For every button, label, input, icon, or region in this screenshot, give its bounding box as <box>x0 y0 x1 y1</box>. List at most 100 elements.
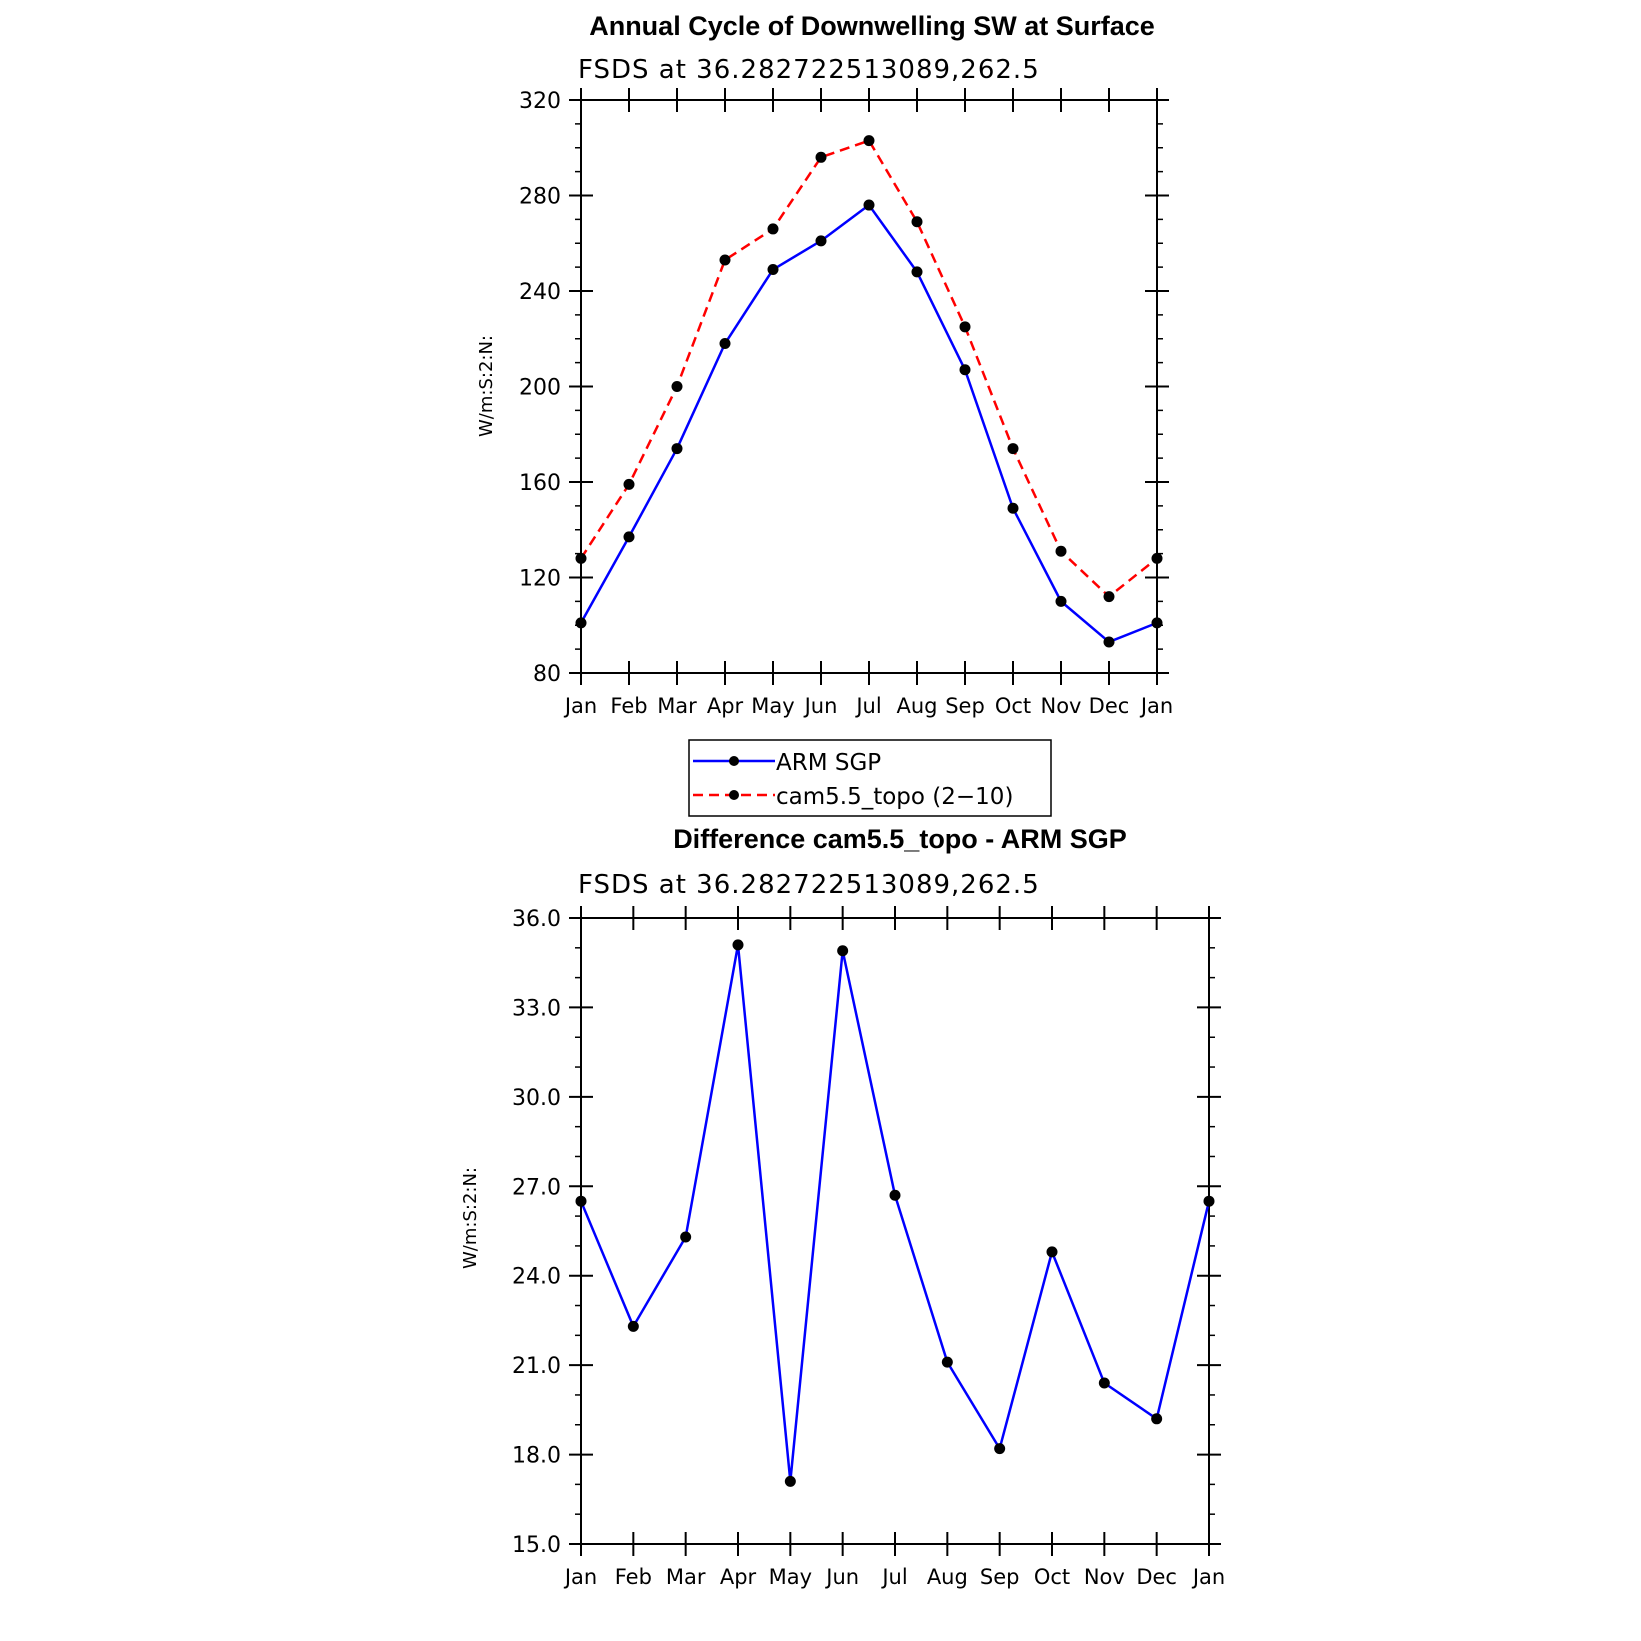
p0-xtick-label: Feb <box>610 694 647 718</box>
p0-point-0 <box>911 266 923 278</box>
p1-point-0 <box>994 1443 1006 1455</box>
p1-xtick-label: Apr <box>720 1565 757 1589</box>
top-panel: Annual Cycle of Downwelling SW at Surfac… <box>476 11 1173 718</box>
p0-ytick-label: 120 <box>519 567 561 592</box>
p0-point-1 <box>719 254 731 266</box>
p0-xtick-label: May <box>751 694 794 718</box>
p1-point-0 <box>1098 1377 1110 1389</box>
p0-xtick-label: Jan <box>1139 694 1173 718</box>
p0-point-0 <box>767 264 779 276</box>
p0-point-0 <box>959 364 971 376</box>
p0-xtick-label: Jun <box>803 694 838 718</box>
p0-point-1 <box>1055 545 1067 557</box>
p1-ytick-label: 27.0 <box>512 1175 561 1200</box>
p0-point-1 <box>1151 552 1163 564</box>
p0-point-1 <box>959 321 971 333</box>
legend-marker-cam <box>729 790 739 800</box>
p0-point-1 <box>863 135 875 147</box>
bottom-axes: 15.0 18.0 21.0 24.0 27.0 30.0 33.0 36.0 Jan Feb Ma… <box>512 906 1225 1589</box>
p1-point-0 <box>1046 1246 1058 1258</box>
legend: ARM SGP cam5.5_topo (2−10) <box>688 739 1052 817</box>
p0-xtick-label: Sep <box>945 694 985 718</box>
p1-xtick-label: Dec <box>1136 1565 1177 1589</box>
p0-xtick-label: Apr <box>707 694 744 718</box>
p1-frame <box>580 917 1210 1545</box>
p1-point-0 <box>1151 1413 1163 1425</box>
p0-ytick-label: 280 <box>519 185 561 210</box>
legend-box <box>688 739 1052 817</box>
bottom-y-axis-label: W/m:S:2:N: <box>460 1167 481 1269</box>
top-axes: 80 120 160 200 240 280 320 Jan Feb Mar Apr May Jun Ju… <box>519 88 1173 718</box>
p0-ytick-label: 200 <box>519 376 561 401</box>
p0-xtick-label: Nov <box>1041 694 1082 718</box>
p0-xtick-label: Jul <box>854 694 881 718</box>
p0-xtick-label: Mar <box>657 694 697 718</box>
p0-ytick-label: 80 <box>533 662 561 687</box>
p1-xtick-label: Aug <box>927 1565 968 1589</box>
p0-ytick-label: 240 <box>519 280 561 305</box>
bottom-plot-area <box>575 939 1215 1487</box>
p0-point-1 <box>575 552 587 564</box>
p1-series-line-0 <box>579 943 1211 1483</box>
p0-point-0 <box>1055 595 1067 607</box>
p1-point-0 <box>889 1189 901 1201</box>
p0-xtick-label: Oct <box>995 694 1031 718</box>
p0-series-line-0 <box>579 203 1158 644</box>
p0-point-0 <box>623 531 635 543</box>
p1-xtick-label: Jun <box>824 1565 859 1589</box>
p0-xtick-label: Jan <box>563 694 597 718</box>
p0-xtick-label: Aug <box>896 694 937 718</box>
p1-xtick-label: Oct <box>1034 1565 1070 1589</box>
p0-point-1 <box>815 151 827 163</box>
p1-xtick-label: May <box>769 1565 812 1589</box>
p0-point-1 <box>671 381 683 392</box>
p1-point-0 <box>627 1320 639 1332</box>
p1-ytick-label: 15.0 <box>512 1533 561 1558</box>
p0-ytick-label: 320 <box>519 89 561 114</box>
p0-ytick-label: 160 <box>519 471 561 496</box>
p0-point-0 <box>719 338 731 350</box>
p1-ytick-label: 21.0 <box>512 1354 561 1379</box>
p1-point-0 <box>784 1475 796 1487</box>
p1-xtick-label: Sep <box>980 1565 1020 1589</box>
p0-point-0 <box>671 443 683 455</box>
p1-point-0 <box>575 1195 587 1207</box>
p0-point-1 <box>767 223 779 235</box>
p1-xtick-label: Feb <box>615 1565 652 1589</box>
bottom-panel: Difference cam5.5_topo - ARM SGP FSDS at… <box>460 824 1225 1589</box>
p0-frame <box>580 99 1158 674</box>
p0-point-0 <box>1103 636 1115 648</box>
p0-point-1 <box>911 216 923 228</box>
p0-point-0 <box>1151 617 1163 629</box>
p0-point-1 <box>1103 591 1115 603</box>
p1-point-0 <box>1203 1195 1215 1207</box>
top-chart-title: Annual Cycle of Downwelling SW at Surfac… <box>589 11 1155 41</box>
p1-xtick-label: Nov <box>1084 1565 1125 1589</box>
p1-ytick-label: 24.0 <box>512 1265 561 1290</box>
legend-label-cam: cam5.5_topo (2−10) <box>776 784 1013 810</box>
p0-point-0 <box>815 235 827 247</box>
p1-ytick-label: 30.0 <box>512 1086 561 1111</box>
p1-point-0 <box>680 1231 692 1243</box>
p0-point-0 <box>863 199 875 211</box>
bottom-chart-subtitle: FSDS at 36.282722513089,262.5 <box>578 870 1040 900</box>
p0-point-0 <box>1007 502 1019 514</box>
p0-point-1 <box>623 478 635 490</box>
p1-point-0 <box>837 945 849 957</box>
legend-label-arm: ARM SGP <box>776 750 881 776</box>
p1-xtick-label: Jan <box>1191 1565 1225 1589</box>
p1-xtick-label: Jan <box>563 1565 597 1589</box>
p1-ytick-label: 18.0 <box>512 1444 561 1469</box>
top-chart-subtitle: FSDS at 36.282722513089,262.5 <box>578 55 1040 85</box>
p1-ytick-label: 36.0 <box>512 907 561 932</box>
legend-marker-arm <box>729 756 739 766</box>
bottom-chart-title: Difference cam5.5_topo - ARM SGP <box>673 824 1127 854</box>
p1-xtick-label: Mar <box>666 1565 706 1589</box>
p0-point-0 <box>575 617 587 629</box>
p1-point-0 <box>732 939 744 951</box>
p1-xtick-label: Jul <box>880 1565 907 1589</box>
p1-point-0 <box>941 1356 953 1368</box>
p0-xtick-label: Dec <box>1089 694 1130 718</box>
p0-point-1 <box>1007 443 1019 455</box>
